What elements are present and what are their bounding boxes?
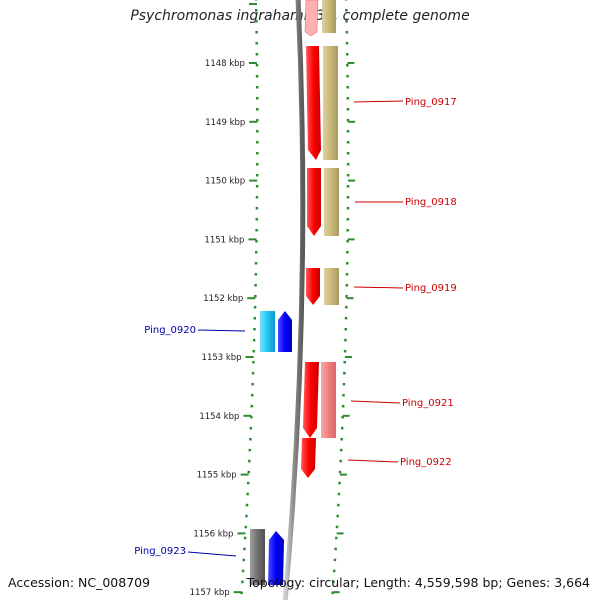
gene-ping-0921-aux[interactable] xyxy=(321,362,336,438)
gene-ping-0918-aux[interactable] xyxy=(324,168,339,236)
scale-tick-label: 1150 kbp xyxy=(205,177,245,187)
gene-labels: Ping_0917 Ping_0918 Ping_0919 Ping_0920 … xyxy=(134,97,456,557)
gene-top-partial-aux[interactable] xyxy=(322,0,336,33)
gene-ping-0920-aux[interactable] xyxy=(260,311,275,352)
gene-ping-0919-aux[interactable] xyxy=(324,268,339,305)
scale-tick-label: 1156 kbp xyxy=(193,529,233,539)
scale-tick-label: 1157 kbp xyxy=(190,588,230,598)
gene-top-partial[interactable] xyxy=(304,0,319,37)
gene-ping-0922[interactable] xyxy=(301,438,316,478)
gene-label-ping-0918[interactable]: Ping_0918 xyxy=(405,197,457,208)
accession-label: Accession: NC_008709 xyxy=(8,575,151,590)
gene-label-ping-0917[interactable]: Ping_0917 xyxy=(405,97,457,108)
gene-label-ping-0921[interactable]: Ping_0921 xyxy=(402,398,454,409)
gene-ping-0921[interactable] xyxy=(303,362,319,438)
scale-tick-label: 1155 kbp xyxy=(197,471,237,481)
genome-summary: Topology: circular; Length: 4,559,598 bp… xyxy=(246,575,590,590)
gene-ping-0919[interactable] xyxy=(306,268,320,305)
scale-ring xyxy=(239,0,259,600)
gene-ping-0920[interactable] xyxy=(278,311,292,352)
gene-label-ping-0922[interactable]: Ping_0922 xyxy=(400,457,452,468)
gene-label-ping-0920[interactable]: Ping_0920 xyxy=(144,325,196,336)
label-leaders xyxy=(187,100,404,557)
scale-ticks: 1148 kbp 1149 kbp 1150 kbp 1151 kbp 1152 kbp… xyxy=(190,3,356,598)
genome-backbone xyxy=(282,0,306,600)
gene-ping-0917-aux[interactable] xyxy=(323,46,338,160)
gene-label-ping-0919[interactable]: Ping_0919 xyxy=(405,283,457,294)
gene-ping-0918[interactable] xyxy=(307,168,321,236)
scale-tick-label: 1149 kbp xyxy=(205,118,245,128)
scale-tick-label: 1148 kbp xyxy=(205,59,245,69)
gene-ping-0923[interactable] xyxy=(268,531,284,585)
gene-ping-0923-aux[interactable] xyxy=(250,529,265,585)
scale-tick-label: 1153 kbp xyxy=(202,353,242,363)
gene-ping-0917[interactable] xyxy=(306,46,321,160)
gene-label-ping-0923[interactable]: Ping_0923 xyxy=(134,546,186,557)
scale-tick-label: 1154 kbp xyxy=(199,412,239,422)
scale-tick-label: 1152 kbp xyxy=(203,294,243,304)
scale-tick-label: 1151 kbp xyxy=(204,235,244,245)
